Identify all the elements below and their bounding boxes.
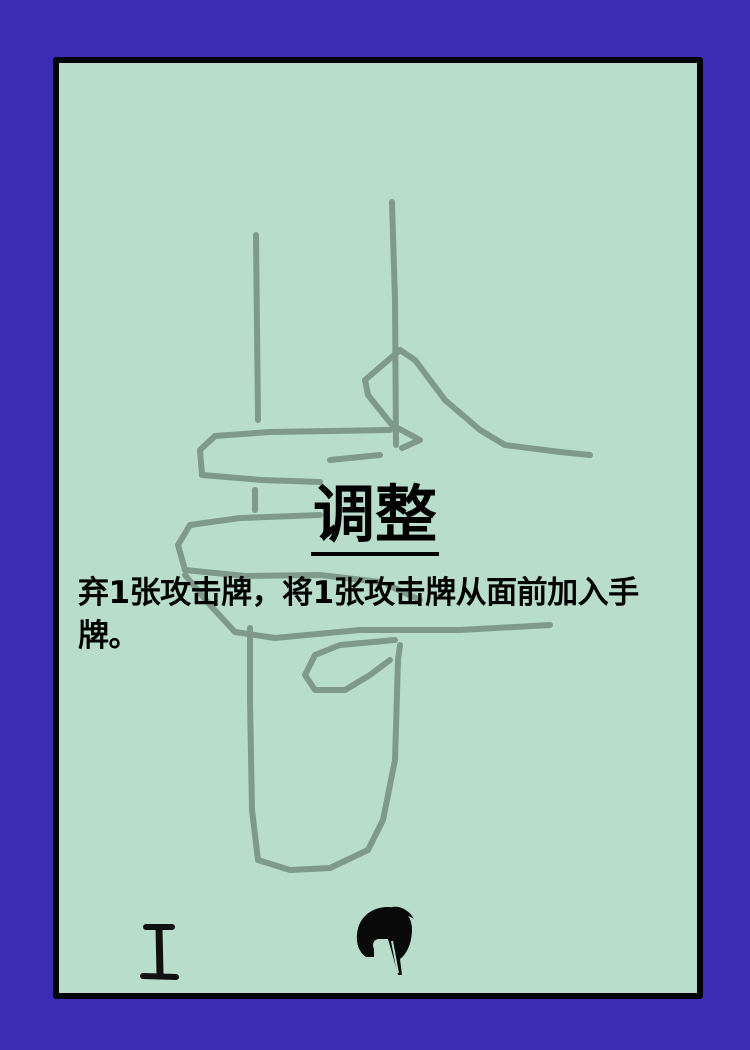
spartan-helmet-icon [356, 906, 414, 975]
roman-numeral-one-icon [140, 924, 179, 980]
card-title: 调整 [0, 478, 750, 556]
card-description: 弃1张攻击牌，将1张攻击牌从面前加入手牌。 [78, 575, 639, 654]
